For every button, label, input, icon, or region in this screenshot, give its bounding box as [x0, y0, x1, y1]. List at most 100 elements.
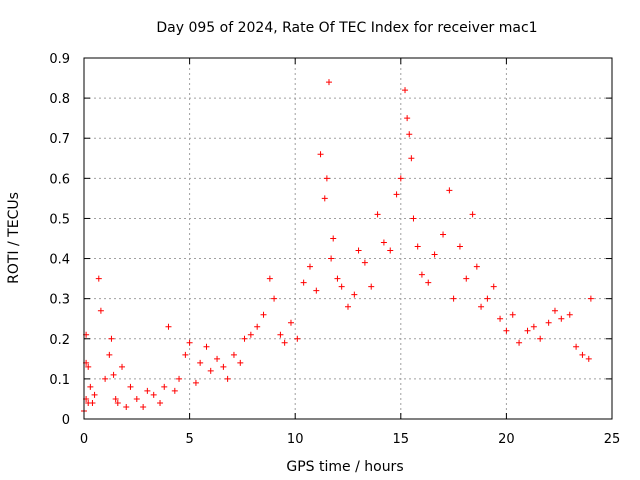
- data-point: [484, 295, 491, 302]
- data-point: [587, 295, 594, 302]
- data-point: [380, 239, 387, 246]
- data-point: [410, 215, 417, 222]
- y-tick-label: 0: [62, 413, 70, 428]
- x-tick-label: 10: [287, 432, 304, 447]
- ticks-layer: [83, 57, 613, 420]
- data-point: [530, 323, 537, 330]
- data-point: [171, 387, 178, 394]
- x-tick-label: 0: [80, 432, 88, 447]
- data-point: [140, 403, 147, 410]
- data-point: [573, 343, 580, 350]
- data-point: [450, 295, 457, 302]
- data-point: [91, 391, 98, 398]
- data-point: [203, 343, 210, 350]
- data-point: [431, 251, 438, 258]
- data-point: [456, 243, 463, 250]
- data-point: [266, 275, 273, 282]
- data-point: [345, 303, 351, 310]
- plot-frame: [83, 57, 613, 420]
- data-point: [313, 287, 320, 294]
- data-point: [89, 399, 96, 406]
- data-point: [440, 231, 447, 238]
- chart-title: Day 095 of 2024, Rate Of TEC Index for r…: [156, 20, 537, 36]
- data-point: [325, 79, 332, 86]
- data-point: [418, 271, 425, 278]
- data-point: [277, 331, 284, 338]
- data-point: [338, 283, 345, 290]
- data-point: [241, 335, 248, 342]
- data-point: [254, 323, 261, 330]
- data-point: [463, 275, 470, 282]
- grid-layer: [84, 58, 612, 419]
- y-tick-label: 0.2: [49, 333, 70, 348]
- data-point: [192, 379, 199, 386]
- data-point: [414, 243, 421, 250]
- x-tick-label: 20: [498, 432, 515, 447]
- data-point: [300, 279, 307, 286]
- y-tick-label: 0.1: [49, 373, 70, 388]
- y-tick-label: 0.8: [49, 92, 70, 107]
- data-point: [497, 315, 504, 322]
- data-point: [144, 387, 151, 394]
- data-point: [207, 367, 214, 374]
- y-axis-label: ROTI / TECUs: [6, 192, 22, 284]
- y-tick-label: 0.5: [49, 212, 70, 227]
- data-point: [355, 247, 362, 254]
- data-point: [165, 323, 172, 330]
- data-point: [150, 391, 157, 398]
- data-point: [112, 395, 119, 402]
- data-point: [469, 211, 476, 218]
- data-point: [306, 263, 313, 270]
- data-point: [161, 383, 168, 390]
- data-point: [404, 115, 411, 122]
- data-point: [406, 131, 413, 138]
- data-point: [328, 255, 335, 262]
- data-point: [294, 335, 301, 342]
- data-point: [230, 351, 237, 358]
- points-layer: [81, 79, 594, 414]
- y-tick-label: 0.6: [49, 172, 70, 187]
- y-tick-label: 0.3: [49, 293, 70, 308]
- data-point: [287, 319, 294, 326]
- data-point: [490, 283, 497, 290]
- data-point: [119, 363, 126, 370]
- data-point: [393, 191, 400, 198]
- data-point: [87, 383, 94, 390]
- data-point: [186, 339, 193, 346]
- data-point: [509, 311, 516, 318]
- data-point: [237, 359, 244, 366]
- x-axis-label: GPS time / hours: [286, 459, 403, 475]
- x-tick-label: 25: [604, 432, 621, 447]
- data-point: [247, 331, 254, 338]
- data-point: [558, 315, 565, 322]
- data-point: [387, 247, 394, 254]
- y-tick-label: 0.4: [49, 253, 70, 268]
- data-point: [281, 339, 288, 346]
- data-point: [97, 307, 104, 314]
- data-point: [214, 355, 221, 362]
- data-point: [108, 335, 115, 342]
- y-tick-label: 0.7: [49, 132, 70, 147]
- data-point: [157, 399, 164, 406]
- data-point: [397, 175, 404, 182]
- data-point: [402, 87, 409, 94]
- data-point: [361, 259, 368, 266]
- data-point: [220, 363, 227, 370]
- data-point: [516, 339, 523, 346]
- data-point: [545, 319, 552, 326]
- y-tick-label: 0.9: [49, 52, 70, 67]
- data-point: [102, 375, 109, 382]
- data-point: [182, 351, 189, 358]
- data-point: [114, 399, 121, 406]
- data-point: [176, 375, 183, 382]
- data-point: [566, 311, 573, 318]
- data-point: [473, 263, 480, 270]
- data-point: [425, 279, 432, 286]
- data-point: [524, 327, 531, 334]
- data-point: [123, 403, 130, 410]
- data-point: [408, 155, 415, 162]
- data-point: [446, 187, 453, 194]
- data-point: [334, 275, 341, 282]
